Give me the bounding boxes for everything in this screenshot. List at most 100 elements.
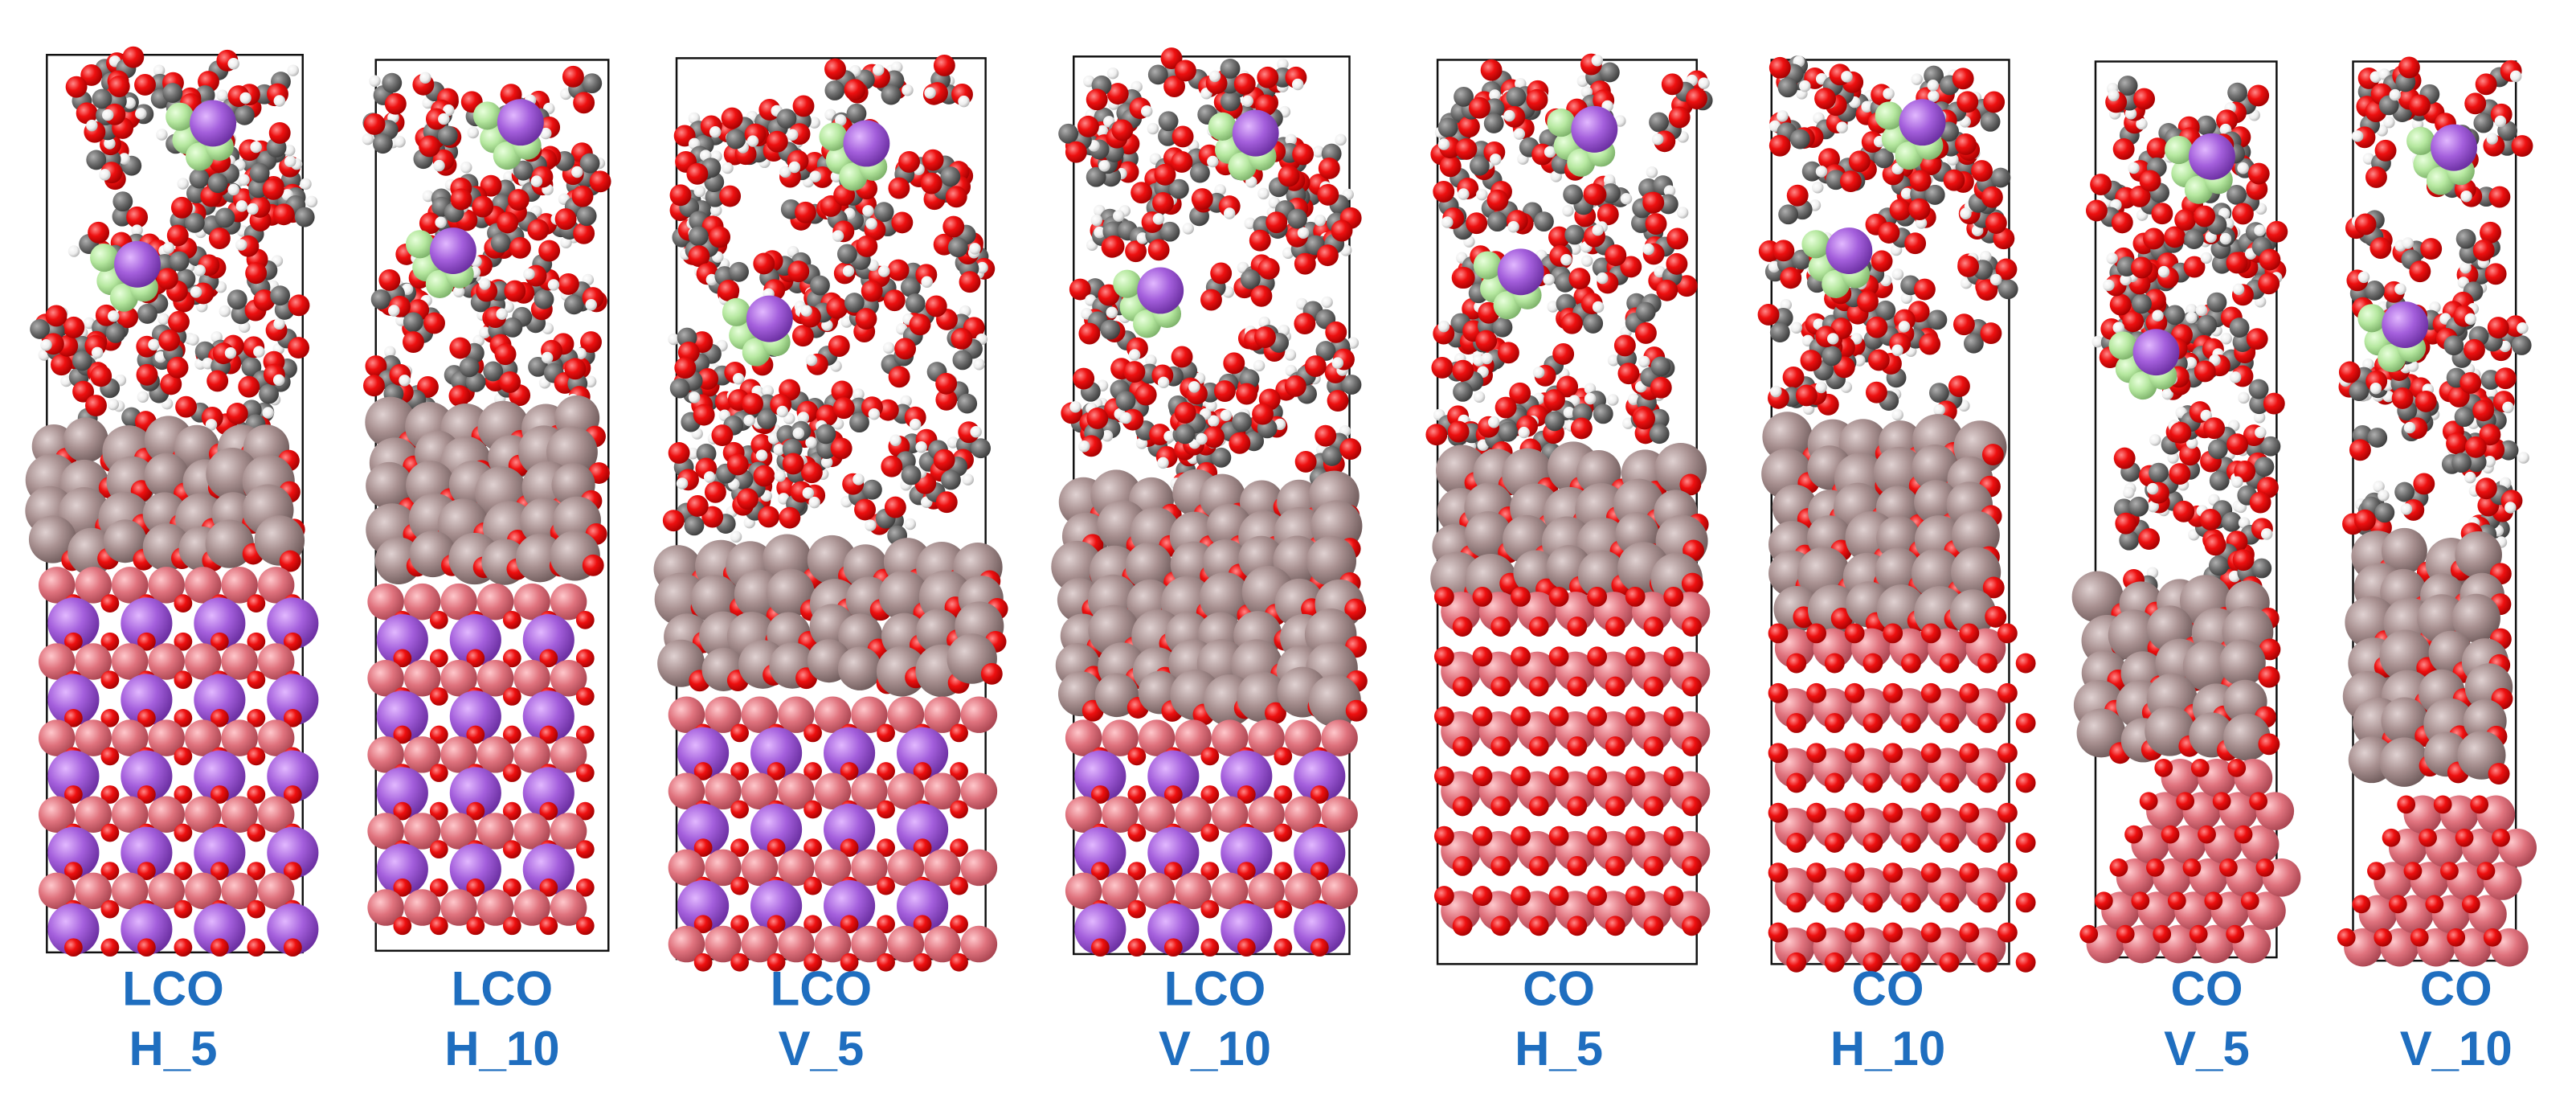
atom bbox=[111, 872, 149, 910]
atom bbox=[795, 201, 816, 223]
atom bbox=[1985, 212, 2007, 234]
atom bbox=[814, 772, 852, 810]
atom bbox=[2494, 115, 2507, 128]
atom bbox=[1292, 143, 1315, 166]
atom bbox=[429, 840, 448, 859]
atom bbox=[366, 461, 413, 510]
atom bbox=[1154, 163, 1176, 186]
atom bbox=[1278, 165, 1300, 187]
atom bbox=[2227, 758, 2247, 777]
atom bbox=[668, 696, 705, 733]
atom bbox=[959, 271, 981, 293]
atom bbox=[1862, 892, 1883, 913]
atom bbox=[273, 317, 285, 330]
atom bbox=[1920, 922, 1941, 943]
atom bbox=[1815, 381, 1827, 394]
atom bbox=[564, 294, 584, 315]
atom bbox=[1959, 862, 1980, 883]
atom bbox=[1453, 381, 1473, 402]
atom bbox=[1472, 646, 1493, 667]
atom bbox=[1188, 381, 1200, 393]
atom bbox=[443, 104, 455, 117]
atom bbox=[693, 762, 713, 780]
atom bbox=[950, 915, 968, 934]
panel-condition: V_10 bbox=[1159, 1022, 1271, 1075]
atom bbox=[1315, 341, 1336, 361]
atom bbox=[247, 785, 266, 804]
atom bbox=[2149, 434, 2161, 446]
atom bbox=[803, 952, 822, 972]
atom bbox=[1933, 404, 1945, 416]
atom bbox=[1547, 109, 1576, 137]
atom bbox=[1997, 682, 2018, 703]
atom bbox=[513, 583, 550, 621]
atom bbox=[137, 632, 156, 651]
atom bbox=[267, 674, 319, 726]
atom bbox=[2109, 858, 2128, 877]
atom bbox=[1437, 117, 1458, 138]
atom bbox=[249, 162, 270, 183]
atom bbox=[743, 414, 755, 427]
atom bbox=[1801, 161, 1822, 182]
atom bbox=[1607, 354, 1620, 367]
atom bbox=[1439, 155, 1462, 178]
atom bbox=[64, 785, 83, 804]
atom bbox=[1528, 796, 1549, 817]
atom bbox=[1844, 802, 1865, 823]
atom bbox=[1827, 333, 1839, 345]
atom bbox=[840, 952, 859, 972]
atom bbox=[247, 862, 266, 880]
atom bbox=[135, 108, 147, 120]
atom bbox=[1314, 214, 1327, 227]
atom bbox=[2128, 496, 2149, 517]
atom bbox=[2204, 534, 2226, 556]
atom bbox=[2263, 392, 2285, 415]
atom bbox=[696, 443, 717, 464]
atom bbox=[766, 130, 788, 153]
atom bbox=[750, 879, 803, 932]
atom bbox=[1163, 76, 1185, 97]
atom bbox=[272, 374, 285, 387]
atom bbox=[844, 79, 866, 101]
atom bbox=[2258, 272, 2280, 295]
atom bbox=[247, 899, 266, 919]
atom bbox=[1128, 349, 1141, 361]
atom bbox=[1528, 736, 1549, 756]
atom bbox=[1452, 796, 1473, 817]
atom bbox=[1086, 408, 1109, 429]
atom bbox=[877, 915, 895, 934]
atom bbox=[2112, 138, 2135, 160]
atom bbox=[1901, 833, 1921, 853]
atom bbox=[2179, 444, 2202, 466]
atom bbox=[107, 310, 120, 322]
atom bbox=[2488, 763, 2510, 785]
atom bbox=[693, 915, 713, 934]
atom bbox=[920, 172, 942, 195]
atom bbox=[1135, 383, 1157, 406]
atom bbox=[2229, 317, 2250, 338]
atom bbox=[1625, 586, 1646, 607]
atom bbox=[1304, 355, 1327, 377]
atom bbox=[776, 109, 797, 129]
atom bbox=[705, 925, 742, 963]
atom bbox=[2464, 436, 2487, 458]
atom bbox=[1472, 586, 1493, 607]
atom bbox=[1957, 91, 1979, 113]
atom bbox=[1123, 361, 1146, 383]
atom bbox=[1883, 802, 1903, 823]
atom bbox=[865, 519, 877, 531]
atom bbox=[1321, 719, 1358, 756]
atom bbox=[1433, 586, 1454, 607]
atom bbox=[2138, 528, 2161, 551]
atom bbox=[894, 338, 917, 360]
atom bbox=[788, 161, 801, 174]
atom bbox=[1572, 403, 1593, 424]
atom bbox=[690, 575, 739, 623]
atom bbox=[1511, 825, 1531, 846]
atom bbox=[257, 719, 295, 756]
atom bbox=[1163, 938, 1183, 957]
atom bbox=[2464, 338, 2485, 361]
atom bbox=[1605, 916, 1625, 936]
atom bbox=[283, 632, 302, 651]
atom bbox=[2015, 892, 2036, 913]
